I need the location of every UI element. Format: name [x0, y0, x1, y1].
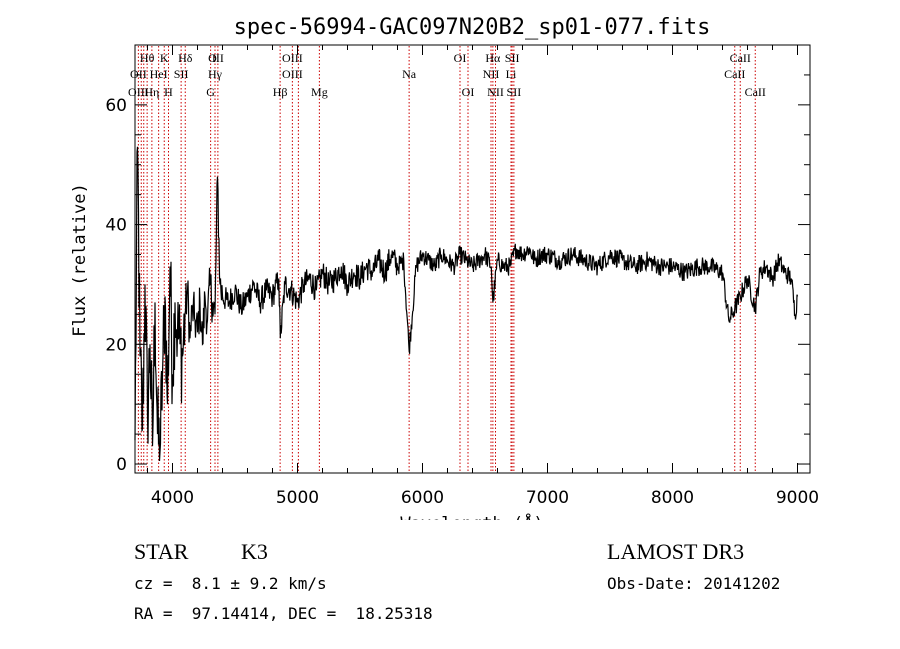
x-tick-label: 7000: [526, 488, 569, 508]
line-label: OII: [130, 67, 147, 81]
line-label: Hη: [144, 85, 159, 99]
line-label: NII: [487, 85, 504, 99]
line-label: NII: [483, 67, 500, 81]
line-label: CaII: [724, 67, 745, 81]
line-label: OIII: [282, 67, 303, 81]
coordinates-readout: RA = 97.14414, DEC = 18.25318: [134, 604, 433, 623]
x-tick-label: 8000: [651, 488, 694, 508]
y-tick-label: 0: [116, 455, 127, 475]
spectrum-line: [134, 146, 799, 462]
x-axis-label: Wavelength (Å): [400, 512, 543, 520]
x-tick-label: 5000: [276, 488, 319, 508]
line-label: HeI: [150, 67, 168, 81]
line-label: O: [208, 51, 217, 65]
line-label-group: Hθ OII OIII K HeI Hη H Hδ SII OIII Hγ G OIII OIII Hβ Mg…: [128, 51, 766, 99]
line-label: SII: [507, 85, 522, 99]
line-label: Hγ: [208, 67, 223, 81]
object-subclass: K3: [241, 539, 268, 564]
line-label: OI: [462, 85, 475, 99]
y-tick-label: 60: [105, 96, 127, 116]
line-label: OIII: [282, 51, 303, 65]
x-tick-label: 6000: [401, 488, 444, 508]
line-label: CaII: [745, 85, 766, 99]
x-tick-label: 4000: [151, 488, 194, 508]
line-label: K: [160, 51, 169, 65]
line-label: Na: [402, 67, 417, 81]
line-label: OI: [454, 51, 467, 65]
observation-date: Obs-Date: 20141202: [607, 574, 781, 593]
line-label: Mg: [311, 85, 328, 99]
object-class: STAR: [134, 539, 189, 564]
plot-frame: [134, 44, 811, 474]
spectrum-chart: spec-56994-GAC097N20B2_sp01-077.fits Hθ O…: [70, 15, 819, 520]
y-tick-label: 20: [105, 335, 127, 355]
line-label: Hθ: [140, 51, 155, 65]
line-label: SII: [174, 67, 189, 81]
line-label: OIII: [128, 85, 149, 99]
redshift-readout: cz = 8.1 ± 9.2 km/s: [134, 574, 327, 593]
line-label: Hα: [485, 51, 501, 65]
line-label: CaII: [730, 51, 751, 65]
line-label: G: [206, 85, 215, 99]
y-axis-label: Flux (relative): [70, 183, 90, 337]
line-label: SII: [505, 51, 520, 65]
x-tick-label: 9000: [776, 488, 819, 508]
line-label: III: [212, 51, 224, 65]
survey-name: LAMOST DR3: [607, 539, 745, 564]
x-axis: 4000 5000 6000 7000 8000 9000: [147, 45, 819, 508]
line-label: Hβ: [273, 85, 288, 99]
y-axis: 0 20 40 60: [105, 74, 810, 475]
line-marker-group: [137, 46, 756, 472]
y-tick-label: 40: [105, 216, 127, 236]
line-label: H: [164, 85, 173, 99]
line-label: Li: [506, 67, 517, 81]
chart-title: spec-56994-GAC097N20B2_sp01-077.fits: [234, 15, 711, 40]
line-label: Hδ: [178, 51, 193, 65]
